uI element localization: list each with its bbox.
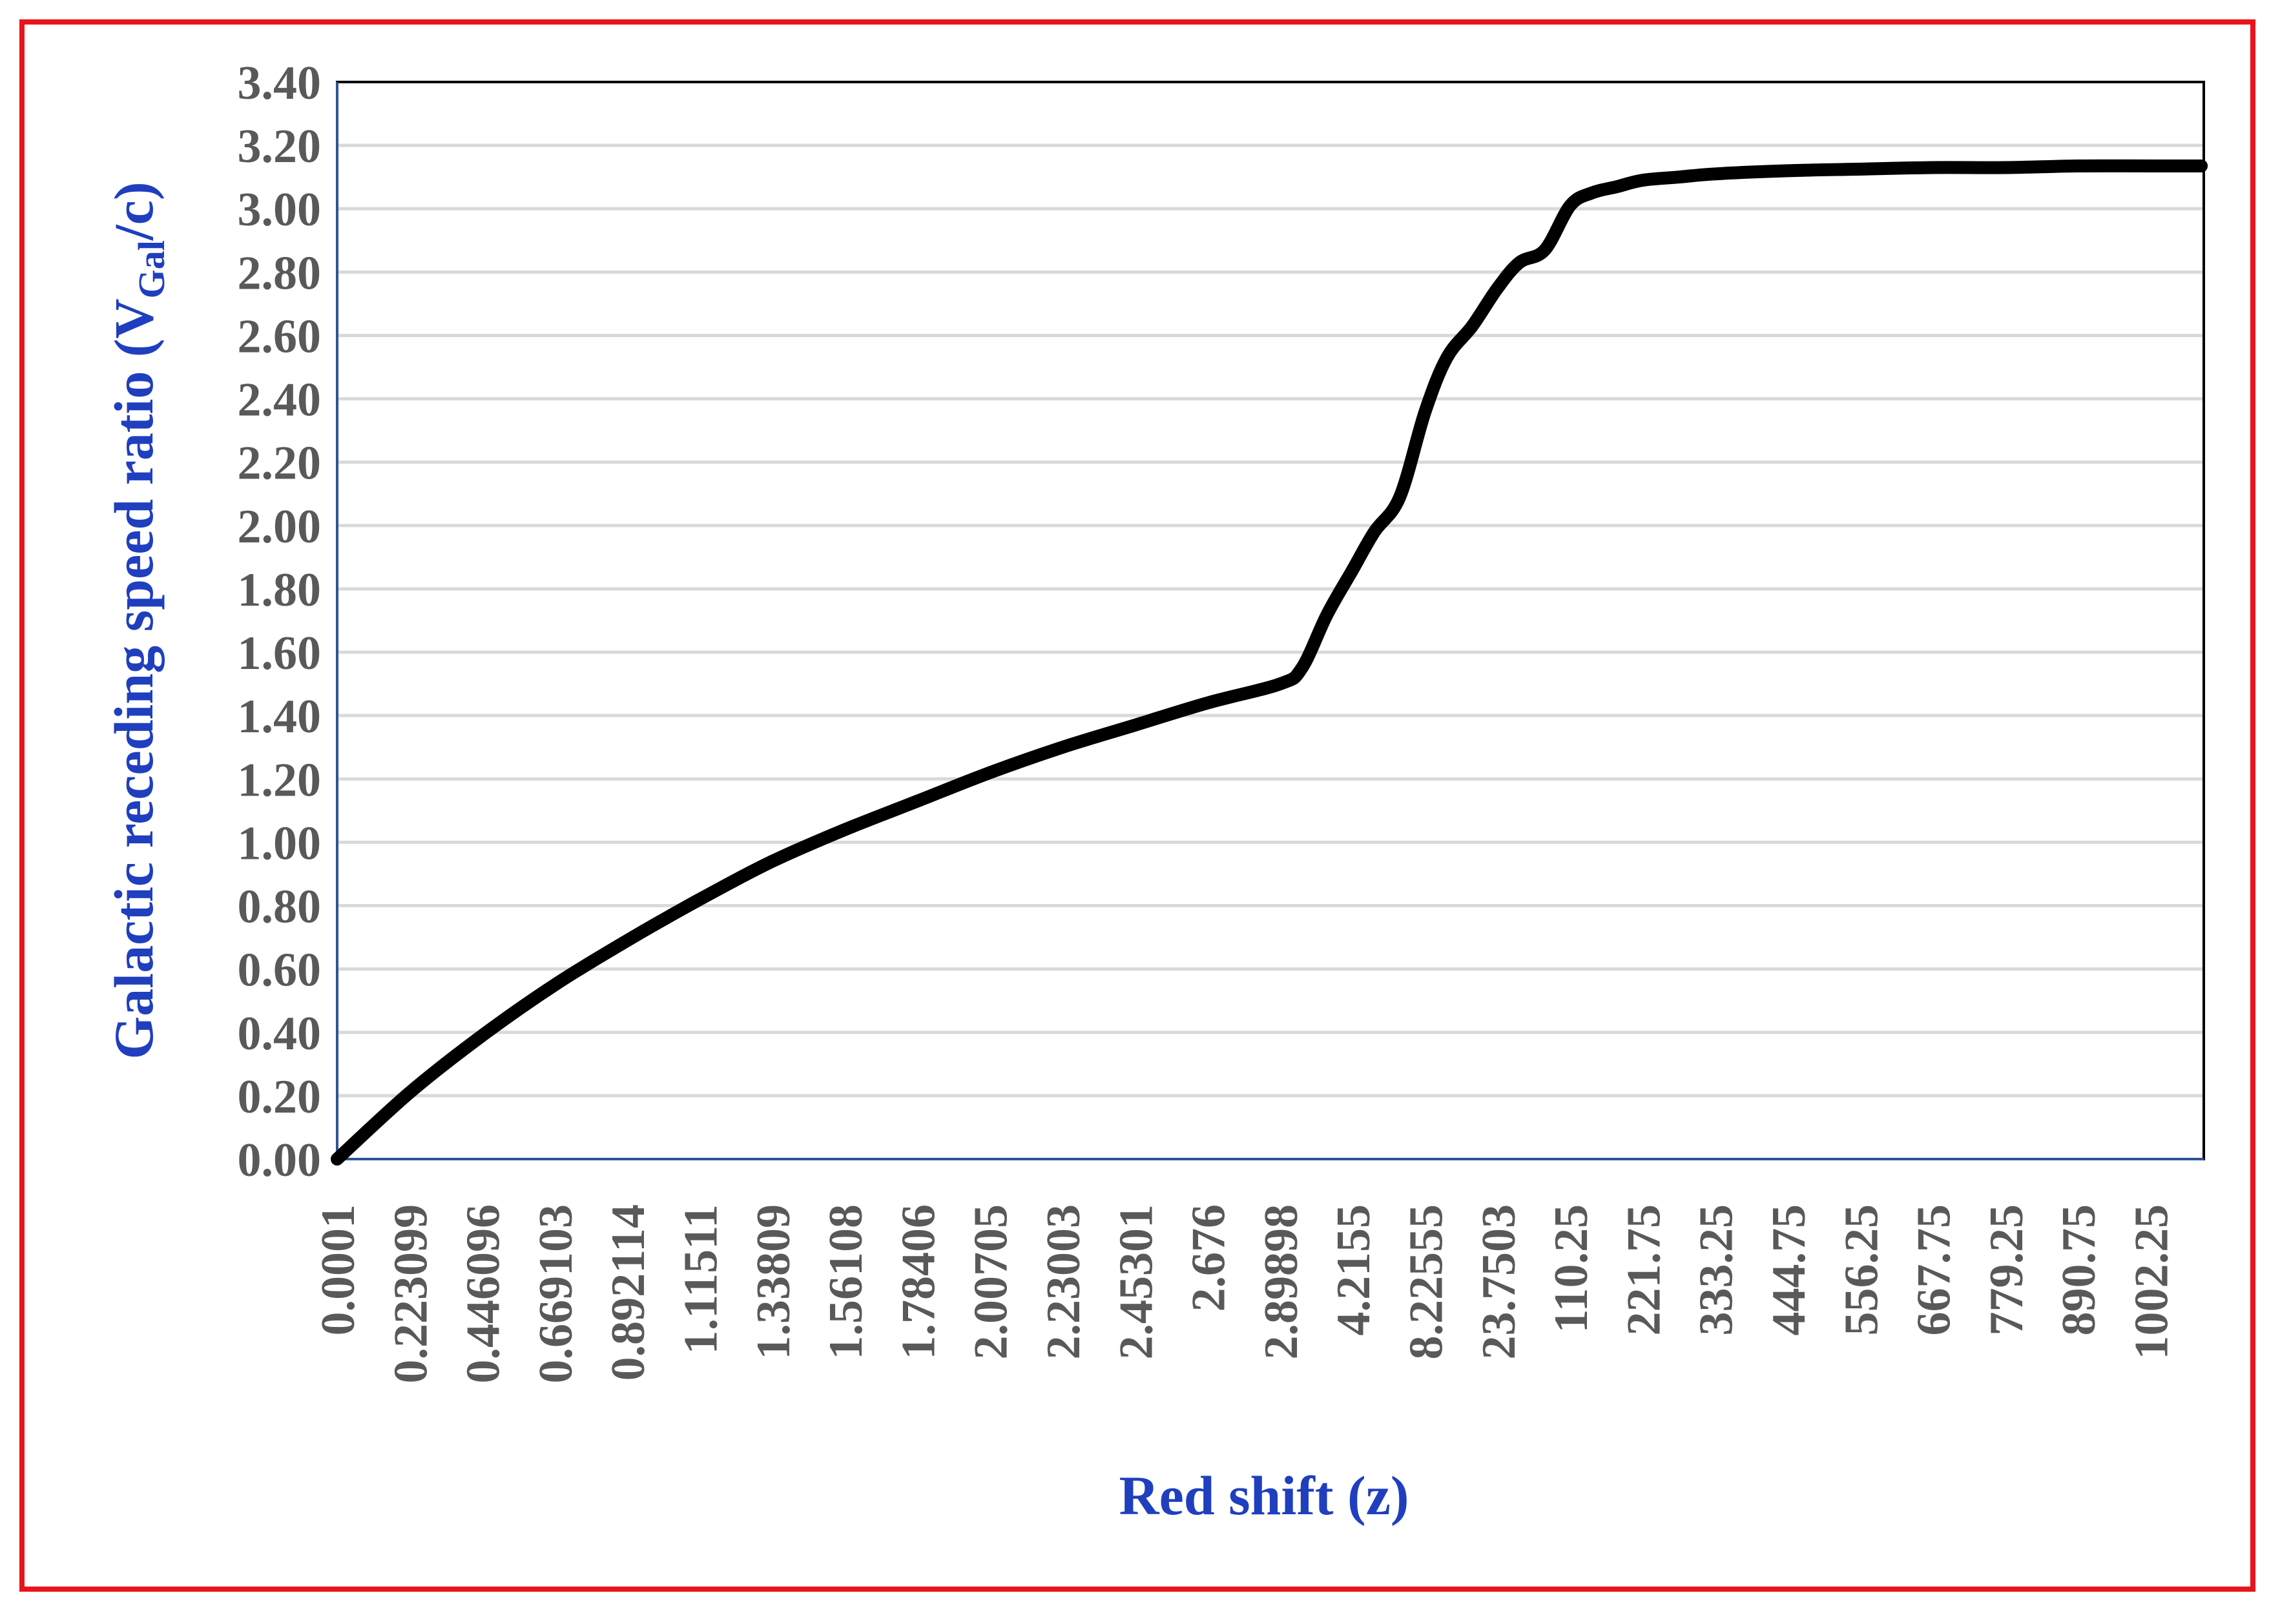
x-tick-label: 110.25	[1545, 1204, 1598, 1333]
y-tick-label: 1.40	[238, 690, 322, 743]
x-tick-label: 1.78406	[892, 1204, 945, 1360]
x-tick-label: 2.00705	[965, 1204, 1018, 1360]
x-tick-label: 0.446096	[457, 1204, 510, 1384]
x-tick-label: 2.89898	[1255, 1204, 1308, 1360]
y-tick-label: 3.40	[238, 57, 322, 110]
y-tick-label: 1.00	[238, 817, 322, 870]
y-tick-label: 0.20	[238, 1071, 322, 1124]
x-axis-title: Red shift (z)	[1119, 1465, 1409, 1526]
y-tick-label: 2.60	[238, 310, 322, 363]
x-tick-label: 890.75	[2053, 1204, 2106, 1336]
x-tick-label: 1.11511	[675, 1204, 728, 1354]
x-tick-label: 556.25	[1835, 1204, 1888, 1336]
plot-area	[336, 81, 2205, 1160]
y-tick-label: 0.00	[238, 1134, 322, 1187]
x-tick-label: 0.223099	[384, 1204, 437, 1384]
y-tick-label: 3.00	[238, 183, 322, 236]
x-tick-label: 779.25	[1980, 1204, 2033, 1336]
x-tick-label: 1.33809	[747, 1204, 800, 1360]
y-tick-label: 0.80	[238, 881, 322, 934]
y-tick-labels: 0.00 0.20 0.40 0.60 0.80 1.00 1.20 1.40 1.60 1.80…	[238, 57, 322, 1187]
x-tick-label: 444.75	[1763, 1204, 1816, 1336]
y-tick-label: 2.20	[238, 437, 322, 490]
x-tick-label: 0.669103	[530, 1204, 583, 1384]
y-axis-title-prefix: Galactic receding speed ratio (V	[103, 298, 165, 1059]
y-tick-label: 1.80	[238, 564, 322, 617]
figure-border	[19, 19, 2255, 1592]
x-tick-label: 333.25	[1690, 1204, 1743, 1336]
x-tick-label: 23.7503	[1473, 1204, 1526, 1360]
series-line	[331, 159, 2208, 1166]
x-tick-label: 1002.25	[2126, 1204, 2179, 1360]
y-axis-title-suffix: /c)	[103, 181, 165, 241]
x-tick-label: 1.56108	[820, 1204, 873, 1360]
x-tick-label: 0.0001	[312, 1204, 365, 1336]
x-tick-label: 221.75	[1617, 1204, 1670, 1336]
y-tick-label: 1.60	[238, 627, 322, 680]
y-tick-label: 0.60	[238, 944, 322, 997]
y-tick-label: 3.20	[238, 120, 322, 173]
y-tick-label: 2.80	[238, 247, 322, 300]
x-tick-label: 4.2155	[1327, 1204, 1380, 1336]
x-tick-label: 0.892114	[602, 1204, 655, 1381]
x-tick-label: 2.23003	[1037, 1204, 1090, 1360]
y-tick-label: 2.40	[238, 374, 322, 427]
y-axis-title: Galactic receding speed ratio (VGal/c)	[103, 181, 172, 1059]
x-tick-label: 2.676	[1183, 1204, 1236, 1312]
x-tick-label: 8.22555	[1400, 1204, 1453, 1360]
gridlines	[337, 143, 2204, 1098]
x-tick-labels: 0.0001 0.223099 0.446096 0.669103 0.892114 1.…	[312, 1204, 2179, 1384]
x-tick-label: 667.75	[1908, 1204, 1961, 1336]
y-tick-label: 0.40	[238, 1007, 322, 1060]
y-axis-title-subscript: Gal	[130, 240, 172, 298]
y-tick-label: 2.00	[238, 500, 322, 553]
x-tick-label: 2.45301	[1110, 1204, 1163, 1360]
y-tick-label: 1.20	[238, 754, 322, 807]
